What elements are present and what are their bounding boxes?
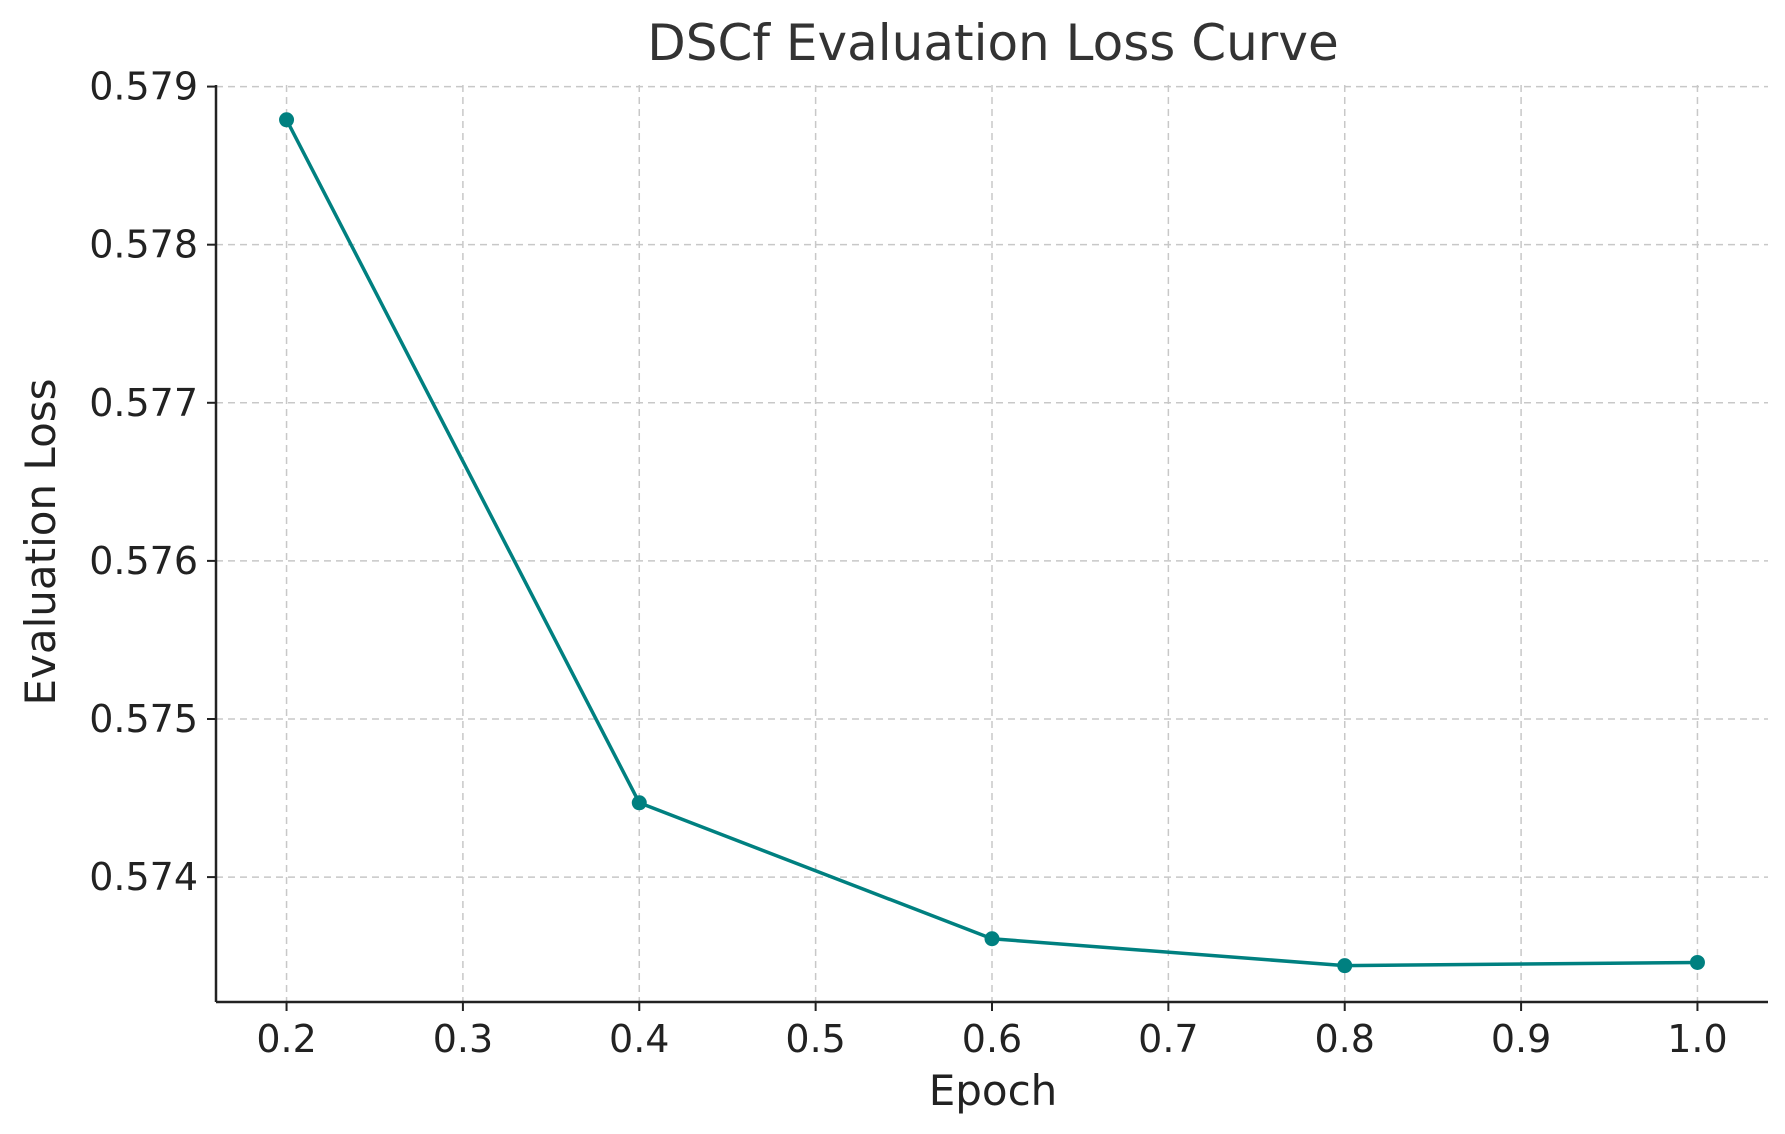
x-tick-label: 0.5 [785, 1017, 845, 1061]
data-point [1337, 958, 1353, 974]
x-tick-label: 0.2 [256, 1017, 316, 1061]
y-tick-label: 0.579 [89, 65, 198, 109]
y-tick-label: 0.576 [89, 539, 198, 583]
y-axis-label: Evaluation Loss [16, 378, 65, 705]
data-point [631, 795, 647, 811]
grid [216, 85, 1768, 1002]
y-tick-label: 0.578 [89, 223, 198, 267]
series [279, 112, 1705, 974]
x-axis-label: Epoch [929, 1066, 1058, 1115]
data-point [279, 112, 295, 128]
x-tick-label: 0.8 [1315, 1017, 1375, 1061]
data-point [984, 931, 1000, 947]
data-point [1689, 954, 1705, 970]
x-tick-label: 0.9 [1491, 1017, 1551, 1061]
x-tick-label: 0.4 [609, 1017, 669, 1061]
y-tick-label: 0.574 [89, 855, 198, 899]
x-tick-label: 0.7 [1138, 1017, 1198, 1061]
y-tick-label: 0.577 [89, 381, 198, 425]
y-tick-label: 0.575 [89, 697, 198, 741]
x-tick-label: 0.6 [962, 1017, 1022, 1061]
x-tick-label: 0.3 [433, 1017, 493, 1061]
x-tick-label: 1.0 [1667, 1017, 1727, 1061]
chart-title: DSCf Evaluation Loss Curve [647, 14, 1338, 72]
ticks: 0.2 0.3 0.4 0.5 0.6 0.7 0.8 0.9 1.0 0.574 0.575 0.5… [89, 65, 1727, 1061]
